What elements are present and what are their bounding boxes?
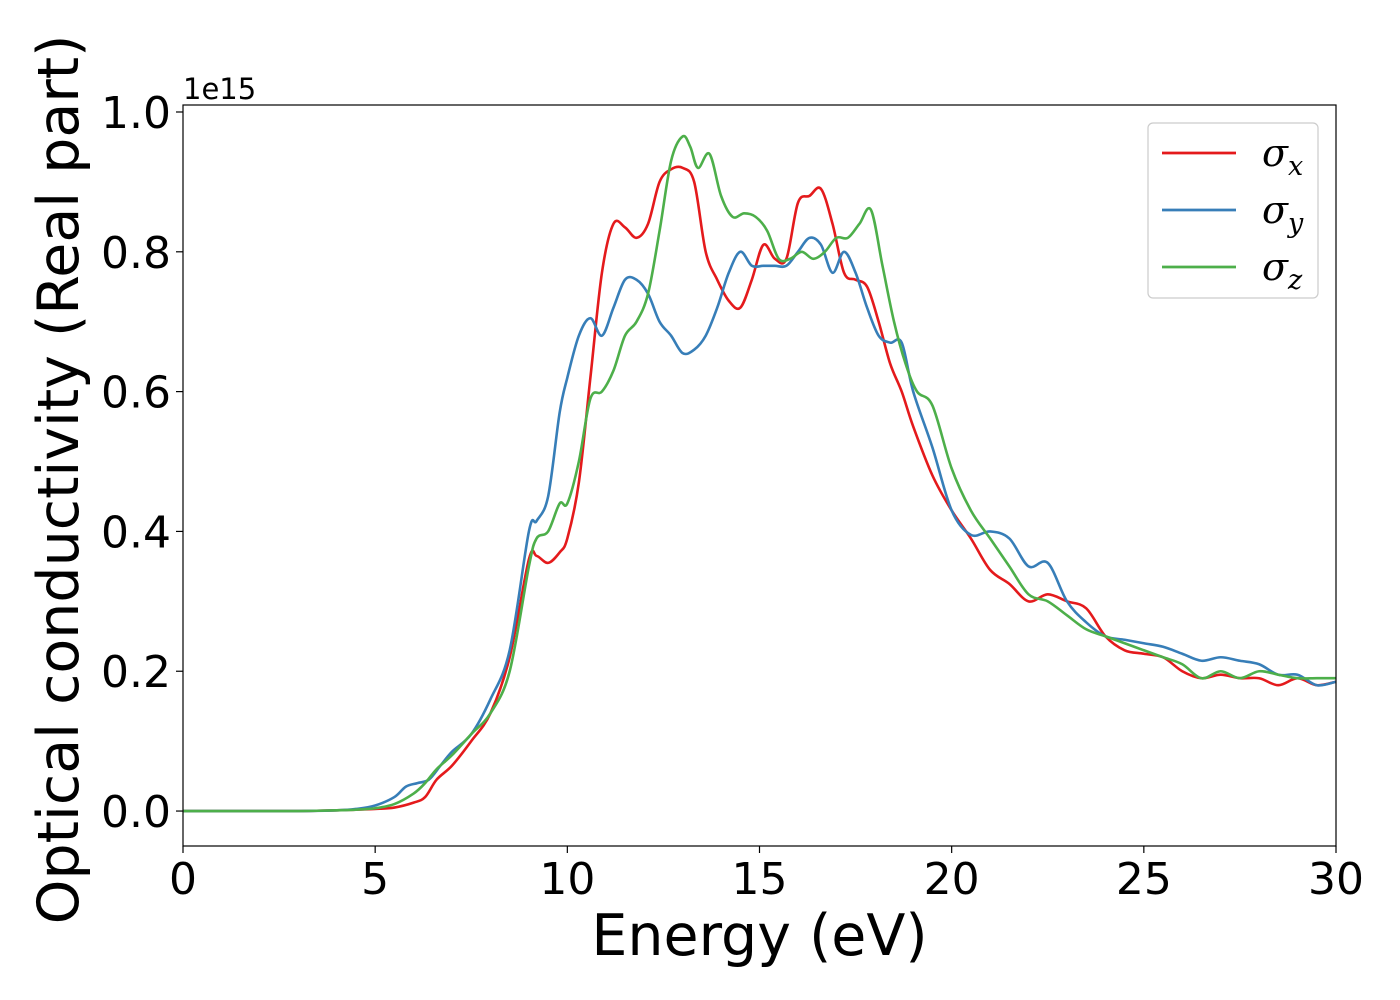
x-axis: 0 5 10 15 20 25 30 (169, 846, 1364, 905)
y-tick-label: 0.8 (101, 228, 171, 279)
legend-label-subscript: z (1287, 265, 1303, 296)
legend-label-y: σy (1262, 188, 1304, 239)
y-axis: 0.0 0.2 0.4 0.6 0.8 1.0 (101, 88, 183, 838)
series-line-z (183, 134, 1336, 813)
series-layer (183, 134, 1336, 813)
x-tick-label: 15 (732, 854, 788, 905)
legend-label-base: σ (1262, 131, 1289, 175)
x-tick-label: 25 (1116, 854, 1172, 905)
legend-label-base: σ (1262, 188, 1289, 232)
y-tick-label: 0.0 (101, 787, 171, 838)
legend-label-subscript: y (1287, 208, 1304, 239)
x-tick-label: 20 (924, 854, 980, 905)
legend-label-subscript: x (1288, 151, 1303, 182)
y-tick-label: 1.0 (101, 88, 171, 139)
x-tick-label: 30 (1308, 854, 1364, 905)
y-offset-text: 1e15 (183, 72, 256, 106)
y-tick-label: 0.6 (101, 368, 171, 419)
y-tick-label: 0.2 (101, 647, 171, 698)
legend-label-x: σx (1262, 131, 1303, 182)
x-tick-label: 0 (169, 854, 197, 905)
legend-label-base: σ (1262, 245, 1289, 289)
series-line-y (183, 236, 1336, 813)
y-tick-label: 0.4 (101, 507, 171, 558)
x-tick-label: 5 (361, 854, 389, 905)
x-axis-label: Energy (eV) (591, 903, 927, 969)
legend-label-z: σz (1262, 245, 1303, 296)
y-axis-label: Optical conductivity (Real part) (26, 35, 92, 925)
x-tick-label: 10 (539, 854, 595, 905)
